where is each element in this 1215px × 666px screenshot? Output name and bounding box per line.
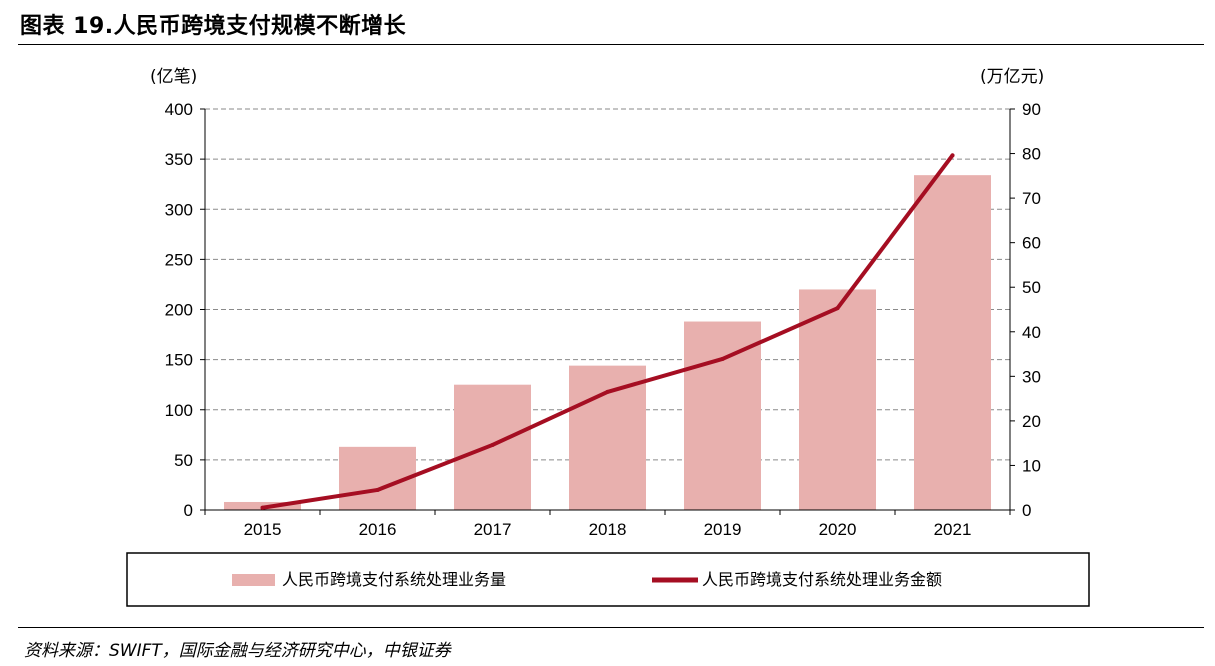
right-axis-unit: (万亿元) [980,67,1044,87]
x-tick-label: 2020 [819,520,857,539]
amount-point-2021 [950,153,955,158]
amount-point-2018 [605,389,610,394]
x-tick-label: 2018 [589,520,627,539]
right-tick-label: 10 [1022,456,1041,475]
left-tick-label: 400 [165,100,193,119]
legend-label-volume: 人民币跨境支付系统处理业务量 [282,570,506,589]
right-tick-label: 30 [1022,367,1041,386]
chart-title: 图表 19.人民币跨境支付规模不断增长 [20,14,407,39]
bar-series [224,175,991,511]
bar-2021 [914,175,991,511]
right-tick-label: 60 [1022,234,1041,253]
bar-2019 [684,321,761,510]
legend-box [126,552,1090,607]
tick-labels: 0 50 100 150 200 250 300 350 400 0 10 20 30 40 50 60 70 8… [165,100,1041,539]
legend-swatch-volume [232,574,275,586]
left-tick-label: 0 [184,501,193,520]
right-tick-label: 80 [1022,145,1041,164]
right-tick-label: 70 [1022,189,1041,208]
amount-point-2019 [720,356,725,361]
x-tick-label: 2021 [934,520,972,539]
amount-point-2015 [260,505,265,510]
x-tick-label: 2015 [244,520,282,539]
amount-point-2017 [490,442,495,447]
bar-2018 [569,365,646,510]
right-tick-label: 20 [1022,412,1041,431]
right-tick-label: 0 [1022,501,1031,520]
right-tick-label: 50 [1022,278,1041,297]
bar-2017 [454,384,531,510]
left-tick-label: 300 [165,200,193,219]
left-tick-label: 350 [165,150,193,169]
left-tick-label: 50 [174,451,193,470]
axes [200,108,1015,515]
footer-divider [18,627,1204,628]
bar-2020 [799,289,876,510]
left-tick-label: 250 [165,250,193,269]
amount-point-2016 [375,487,380,492]
legend: 人民币跨境支付系统处理业务量 人民币跨境支付系统处理业务金额 [126,552,1090,607]
left-tick-label: 150 [165,351,193,370]
right-tick-label: 90 [1022,100,1041,119]
x-tick-label: 2017 [474,520,512,539]
legend-label-amount: 人民币跨境支付系统处理业务金额 [702,570,942,589]
title-divider [18,44,1204,45]
amount-point-2020 [835,306,840,311]
source-note: 资料来源：SWIFT，国际金融与经济研究中心，中银证券 [24,641,451,661]
line-series [260,153,955,510]
right-tick-label: 40 [1022,323,1041,342]
left-tick-label: 100 [165,401,193,420]
x-tick-label: 2019 [704,520,742,539]
left-tick-label: 200 [165,301,193,320]
x-tick-label: 2016 [359,520,397,539]
left-axis-unit: (亿笔) [150,67,197,87]
